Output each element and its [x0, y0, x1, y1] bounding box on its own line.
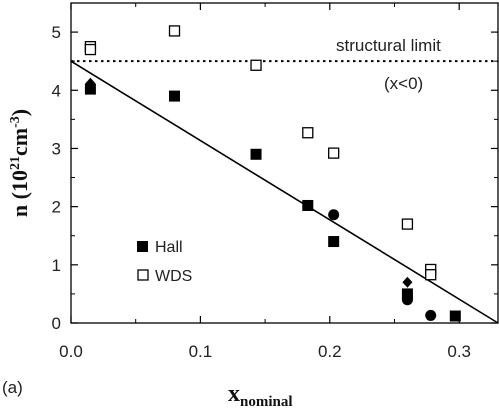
point-wds	[250, 59, 262, 71]
point-diamond	[85, 77, 96, 89]
x-axis-title: xnominal	[228, 381, 293, 409]
y-title-main: n (10	[7, 170, 32, 217]
y-tick-label: 4	[52, 81, 61, 100]
point-wds	[401, 218, 414, 230]
y-tick-label: 3	[52, 139, 61, 158]
data-points	[84, 25, 461, 322]
point-hall	[169, 90, 181, 102]
y-title-exp2: -3	[8, 116, 23, 128]
point-hall	[302, 199, 314, 211]
legend-label-wds: WDS	[155, 268, 192, 285]
y-tick-label: 0	[52, 314, 61, 333]
x-title-sub: nominal	[240, 394, 293, 409]
legend-marker-hall	[137, 241, 148, 252]
y-title-close: )	[7, 109, 32, 116]
point-wds	[425, 269, 437, 281]
y-tick-label: 5	[52, 23, 61, 42]
point-circle	[328, 209, 340, 221]
legend-label-hall: Hall	[155, 239, 183, 256]
x-tick-label: 0.2	[318, 342, 342, 361]
x-title-main: x	[228, 381, 240, 407]
y-axis-title: n (1021cm-3)	[7, 109, 32, 217]
y-tick-label: 1	[52, 256, 61, 275]
y-title-exp1: 21	[8, 156, 23, 170]
structural-limit-label: structural limit	[336, 36, 441, 55]
legend-marker-wds	[137, 269, 149, 281]
point-hall	[84, 83, 96, 95]
panel-label: (a)	[2, 378, 23, 397]
tick-labels: 0.0 0.1 0.2 0.3 0 1 2 3 4 5	[52, 23, 471, 361]
point-wds	[328, 147, 340, 159]
x-tick-label: 0.0	[59, 342, 83, 361]
point-wds	[84, 43, 97, 56]
ticks	[70, 3, 498, 324]
legend: Hall WDS	[137, 239, 192, 285]
plot-frame	[70, 2, 499, 324]
point-circle	[425, 309, 437, 321]
point-hall	[250, 148, 262, 160]
point-circle	[401, 294, 413, 306]
y-title-mid: cm	[7, 128, 32, 156]
fit-line	[70, 60, 499, 324]
y-tick-label: 2	[52, 198, 61, 217]
point-diamond	[402, 276, 413, 288]
point-wds	[168, 25, 181, 37]
x-tick-label: 0.3	[447, 342, 471, 361]
x-tick-label: 0.1	[189, 342, 213, 361]
point-hall	[328, 236, 340, 248]
structural-limit-sublabel: (x<0)	[384, 74, 423, 93]
point-wds	[302, 127, 314, 139]
point-hall	[449, 310, 461, 322]
